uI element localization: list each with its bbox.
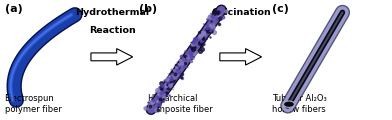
Text: Calcination: Calcination [211, 8, 271, 17]
Text: Hydrothermal: Hydrothermal [75, 8, 149, 17]
FancyArrow shape [220, 49, 261, 65]
Text: (b): (b) [140, 4, 158, 14]
Text: Tubular Al₂O₃
hollow fibers: Tubular Al₂O₃ hollow fibers [272, 94, 327, 114]
Text: Reaction: Reaction [89, 26, 135, 35]
Text: (c): (c) [272, 4, 289, 14]
Text: Electrospun
polymer fiber: Electrospun polymer fiber [5, 94, 62, 114]
Text: Hierarchical
composite fiber: Hierarchical composite fiber [147, 94, 213, 114]
Text: (a): (a) [5, 4, 22, 14]
FancyArrow shape [91, 49, 132, 65]
Ellipse shape [283, 101, 294, 107]
